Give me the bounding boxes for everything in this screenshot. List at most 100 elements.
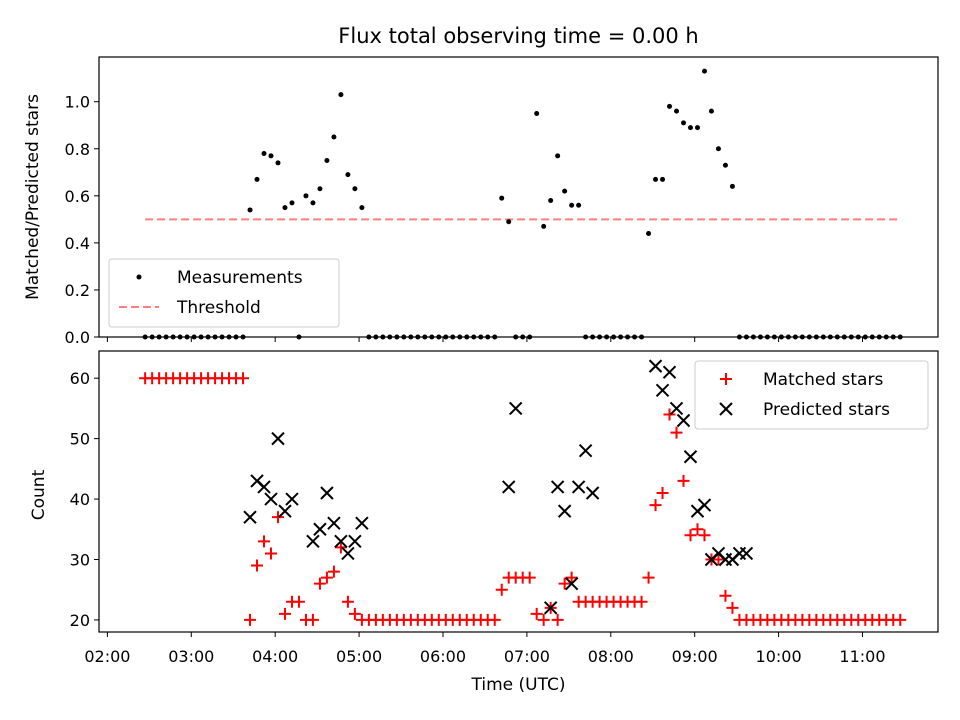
measurement-point: [177, 334, 183, 340]
measurement-point: [436, 334, 442, 340]
measurement-point: [527, 334, 533, 340]
measurement-point: [520, 334, 526, 340]
measurement-point: [562, 188, 568, 194]
y-tick-label: 0.8: [65, 140, 90, 159]
measurement-point: [352, 186, 358, 192]
measurement-point: [282, 205, 288, 211]
measurement-point: [373, 334, 379, 340]
measurement-point: [310, 200, 316, 206]
bottom-y-axis-label: Count: [29, 469, 49, 520]
x-tick-label: 08:00: [588, 647, 634, 666]
legend-matched-marker: [720, 373, 732, 385]
matched-star-point: [488, 613, 501, 626]
measurement-point: [548, 198, 554, 204]
matched-star-point: [306, 613, 319, 626]
measurement-point: [254, 176, 260, 182]
top-legend-box: [108, 258, 340, 328]
measurement-point: [212, 334, 218, 340]
measurement-point: [757, 334, 763, 340]
predicted-star-point: [662, 365, 677, 379]
measurement-point: [722, 162, 728, 168]
matched-star-point: [348, 607, 361, 620]
x-tick-label: 11:00: [839, 647, 885, 666]
measurement-point: [687, 125, 693, 131]
predicted-star-point: [502, 480, 516, 494]
measurement-point: [674, 108, 680, 114]
predicted-star-point: [508, 401, 523, 416]
y-tick-label: 40: [70, 490, 90, 509]
predicted-star-point: [564, 576, 579, 591]
matched-star-point: [327, 565, 340, 578]
predicted-star-point: [739, 546, 754, 561]
measurement-point: [590, 334, 596, 340]
measurement-point: [841, 334, 847, 340]
measurement-point: [191, 334, 197, 340]
predicted-star-point: [348, 534, 362, 549]
measurement-point: [226, 334, 232, 340]
matched-star-point: [684, 529, 697, 542]
top-plot-frame: [98, 56, 939, 338]
y-tick-label: 60: [70, 369, 90, 388]
matched-star-point: [320, 571, 333, 584]
legend-predicted-label: Predicted stars: [763, 400, 890, 420]
measurement-point: [632, 334, 638, 340]
measurement-point: [764, 334, 770, 340]
measurement-point: [142, 334, 148, 340]
measurement-point: [205, 334, 211, 340]
y-tick-label: 20: [70, 611, 90, 630]
bottom-x-axis: 02:00 03:00 04:00 05:00 06:00 07:00 08:00 09:00…: [84, 632, 886, 666]
matched-star-point: [313, 577, 326, 590]
matched-star-point: [894, 613, 907, 626]
measurement-point: [450, 334, 456, 340]
measurement-point: [233, 334, 239, 340]
bottom-panel: 20 30 40 50 60 02:00 03:00 04:00 05:00 06:00 07:0…: [29, 350, 939, 695]
predicted-star-point: [648, 359, 663, 373]
measurement-point: [324, 158, 330, 164]
matched-star-point: [278, 607, 291, 620]
x-tick-label: 05:00: [336, 647, 382, 666]
measurement-point: [534, 110, 540, 116]
y-tick-label: 0.2: [65, 281, 90, 300]
measurement-point: [862, 334, 868, 340]
matched-star-point: [670, 426, 683, 439]
measurement-point: [261, 150, 267, 156]
matched-star-point: [642, 571, 655, 584]
predicted-star-point: [334, 534, 348, 549]
measurement-point: [848, 334, 854, 340]
measurement-point: [422, 334, 428, 340]
measurement-point: [869, 334, 875, 340]
matched-star-point: [719, 589, 732, 602]
matched-star-point: [237, 372, 250, 385]
measurement-point: [646, 230, 652, 236]
predicted-star-point: [341, 546, 355, 561]
measurement-point: [855, 334, 861, 340]
x-tick-label: 03:00: [168, 647, 214, 666]
top-panel: 0.0 0.2 0.4 0.6 0.8 1.0 Matched/Predicted sta…: [23, 56, 939, 347]
matched-star-point: [712, 553, 725, 566]
top-data-layer: [142, 68, 903, 340]
predicted-star-point: [557, 504, 572, 518]
matched-star-point: [656, 487, 669, 500]
measurement-point: [170, 334, 176, 340]
measurement-point: [296, 334, 302, 340]
measurement-point: [771, 334, 777, 340]
matched-star-point: [251, 559, 264, 572]
measurement-point: [597, 334, 603, 340]
legend-matched-label: Matched stars: [763, 370, 883, 390]
measurement-point: [247, 207, 253, 213]
top-y-axis-label: Matched/Predicted stars: [23, 94, 43, 300]
predicted-star-point: [313, 522, 327, 536]
matched-star-point: [677, 474, 690, 487]
matched-star-point: [698, 529, 711, 542]
measurement-point: [338, 92, 344, 98]
bottom-data-layer: [139, 359, 907, 626]
measurement-point: [750, 334, 756, 340]
measurement-point: [387, 334, 393, 340]
matched-star-point: [691, 523, 704, 536]
measurement-point: [660, 176, 666, 182]
measurement-point: [317, 186, 323, 192]
legend-measurements-label: Measurements: [177, 268, 303, 288]
matched-star-point: [271, 511, 284, 524]
measurement-point: [583, 334, 589, 340]
